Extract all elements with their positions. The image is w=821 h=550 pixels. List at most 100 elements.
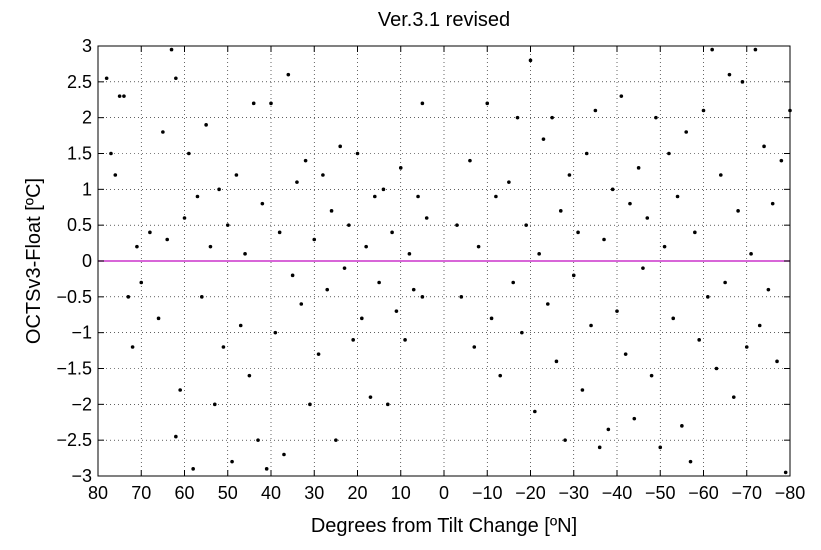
data-point xyxy=(156,316,161,321)
data-point xyxy=(770,201,775,206)
data-point xyxy=(731,395,736,399)
chart-title: Ver.3.1 revised xyxy=(378,9,510,31)
data-point xyxy=(459,295,464,299)
data-point xyxy=(282,452,286,457)
data-point xyxy=(494,194,498,199)
data-point xyxy=(126,295,131,299)
data-point xyxy=(230,459,234,464)
data-point xyxy=(589,323,593,328)
data-point xyxy=(727,72,732,77)
data-point xyxy=(269,101,273,106)
data-point xyxy=(208,244,213,249)
data-point xyxy=(597,445,602,450)
y-tick-label: −1.5 xyxy=(56,359,92,379)
data-point xyxy=(368,395,373,399)
data-point xyxy=(714,366,719,371)
data-point xyxy=(476,244,481,249)
data-point xyxy=(385,402,390,407)
data-point xyxy=(234,173,239,177)
x-tick-label: −50 xyxy=(645,483,676,503)
data-point xyxy=(706,295,710,299)
data-point xyxy=(217,187,221,192)
x-tick-label: −20 xyxy=(515,483,546,503)
data-point xyxy=(104,76,109,81)
y-tick-label: 2 xyxy=(82,108,92,128)
data-point xyxy=(740,80,745,84)
x-tick-label: 0 xyxy=(439,483,449,503)
data-point xyxy=(619,94,624,98)
data-point xyxy=(593,108,598,113)
data-point xyxy=(641,266,645,270)
data-point xyxy=(273,330,278,335)
x-tick-label: −30 xyxy=(558,483,589,503)
x-tick-label: −70 xyxy=(731,483,762,503)
data-point xyxy=(295,180,299,184)
y-tick-label: 3 xyxy=(82,36,92,56)
data-point xyxy=(563,438,567,442)
data-point xyxy=(580,388,585,392)
data-point xyxy=(174,434,178,439)
data-point xyxy=(212,402,217,407)
data-point xyxy=(550,115,554,120)
data-point xyxy=(381,187,386,192)
data-point xyxy=(338,144,343,149)
data-point xyxy=(567,173,572,177)
data-point xyxy=(576,230,580,235)
data-point xyxy=(757,323,762,328)
data-point xyxy=(528,58,533,63)
data-point xyxy=(610,187,615,192)
data-point xyxy=(407,252,412,256)
data-point xyxy=(303,158,308,163)
data-point xyxy=(658,445,663,450)
x-tick-label: −80 xyxy=(775,483,806,503)
data-point xyxy=(411,287,416,292)
data-point xyxy=(204,123,208,127)
data-point xyxy=(264,467,269,471)
x-tick-label: 10 xyxy=(391,483,411,503)
data-point xyxy=(174,76,178,81)
data-point xyxy=(277,230,282,235)
data-point xyxy=(329,209,334,213)
data-point xyxy=(247,373,252,378)
data-point xyxy=(251,101,256,106)
data-point xyxy=(420,295,425,299)
data-point xyxy=(675,194,680,199)
y-tick-label: −3 xyxy=(71,466,92,486)
data-point xyxy=(645,216,650,220)
data-point xyxy=(654,115,658,120)
y-tick-label: −2 xyxy=(71,394,92,414)
x-tick-labels: 80 70 60 50 40 30 20 10 0 −10 −20 −30 −40 −50 −60 −70 −8… xyxy=(88,483,805,503)
data-point xyxy=(766,287,771,292)
data-point xyxy=(290,273,295,278)
data-point xyxy=(424,216,429,220)
data-point xyxy=(775,359,779,364)
data-point xyxy=(135,244,139,249)
data-point xyxy=(558,209,563,213)
data-point xyxy=(697,338,701,342)
x-tick-label: −40 xyxy=(602,483,633,503)
data-point xyxy=(498,373,503,378)
data-point xyxy=(256,438,260,442)
y-tick-label: 1.5 xyxy=(67,144,92,164)
axis-ticks xyxy=(97,45,791,477)
x-tick-label: 30 xyxy=(304,483,324,503)
data-point xyxy=(130,345,135,349)
data-point xyxy=(636,166,641,170)
data-point xyxy=(628,201,632,206)
data-point xyxy=(260,201,265,206)
data-point xyxy=(684,130,688,134)
data-point xyxy=(602,237,606,242)
data-point xyxy=(238,323,243,328)
data-point xyxy=(373,194,377,199)
y-axis-label: OCTSv3-Float [ºC] xyxy=(23,178,45,344)
data-point xyxy=(187,151,191,156)
x-tick-label: −10 xyxy=(472,483,503,503)
data-point xyxy=(342,266,347,270)
data-point xyxy=(390,230,394,235)
data-point xyxy=(225,223,230,227)
data-point xyxy=(693,230,697,235)
data-point xyxy=(403,338,407,342)
data-point xyxy=(117,94,122,98)
data-point xyxy=(667,151,671,156)
data-point xyxy=(420,101,425,106)
